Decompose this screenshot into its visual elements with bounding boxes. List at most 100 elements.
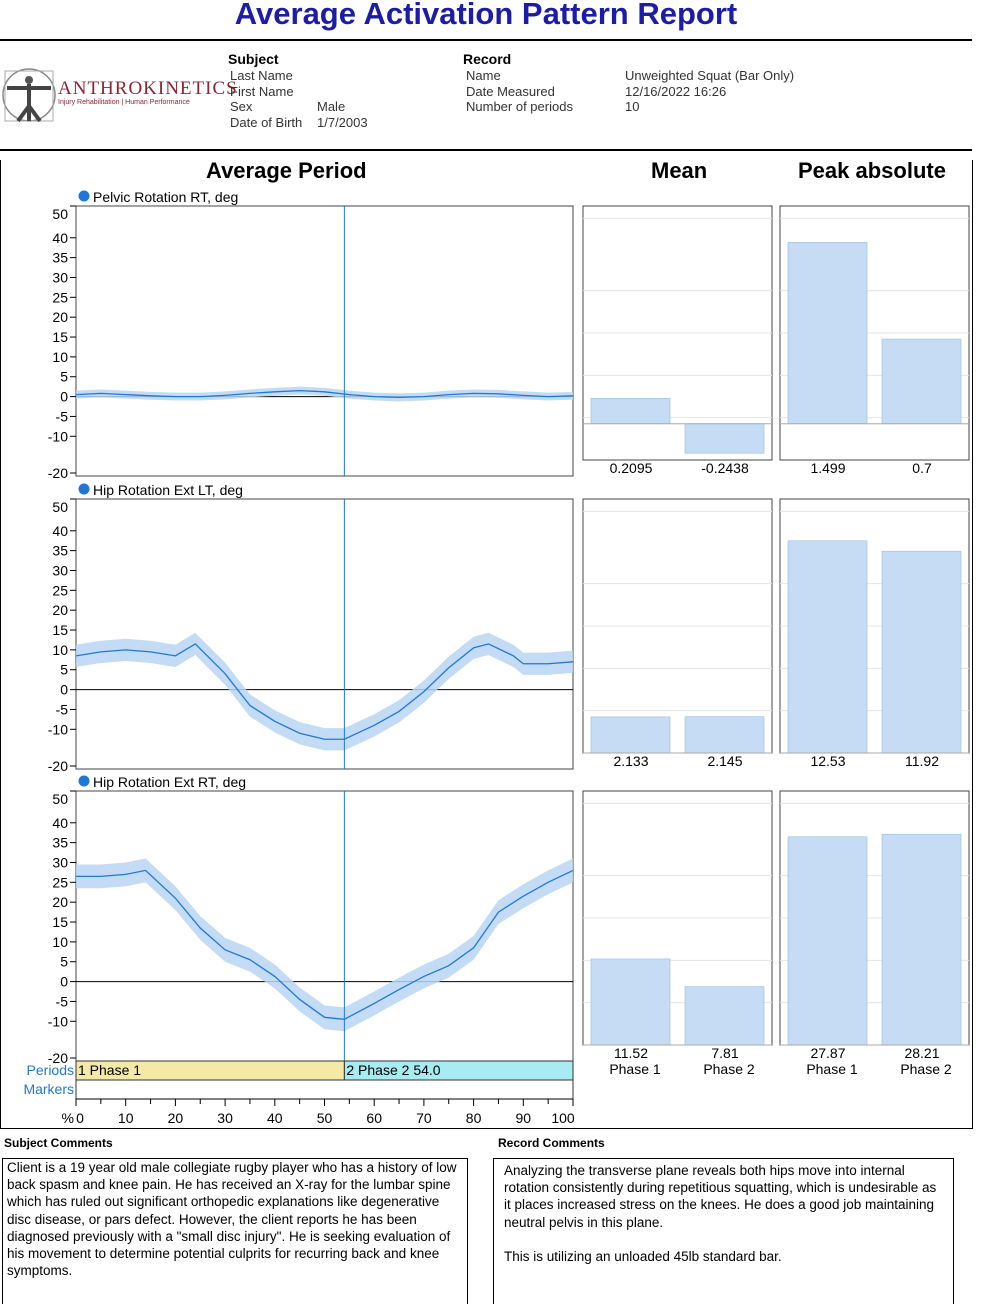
- peak-value-label: 12.53: [810, 753, 845, 769]
- mean-value-label: -0.2438: [701, 460, 749, 476]
- y-tick-label: -20: [48, 758, 68, 774]
- charts-frame: [0, 160, 973, 1129]
- record-labels: Name Date Measured Number of periods: [466, 68, 573, 115]
- label-record-name: Name: [466, 68, 501, 83]
- y-tick-label: 40: [52, 523, 68, 539]
- legend-dot-icon: [78, 483, 90, 495]
- record-comments-box: Analyzing the transverse plane reveals b…: [493, 1158, 954, 1304]
- y-tick-label: -10: [48, 721, 68, 737]
- x-unit-label: %: [62, 1110, 74, 1126]
- y-tick-label: 35: [52, 835, 68, 851]
- logo-name: ANTHROKINETICS: [58, 78, 238, 99]
- std-band: [76, 632, 573, 751]
- markers-row: [75, 1079, 574, 1100]
- phase2-bar-label: 2 Phase 2 54.0: [346, 1062, 440, 1078]
- x-tick-label: 40: [267, 1110, 283, 1126]
- x-tick-label: 70: [416, 1110, 432, 1126]
- y-tick-label: -5: [56, 408, 69, 424]
- x-tick-label: 20: [168, 1110, 184, 1126]
- divider: [0, 149, 972, 151]
- y-tick-label: -5: [56, 701, 69, 717]
- y-tick-label: -5: [56, 993, 69, 1009]
- mean-bar: [684, 986, 765, 1046]
- subject-comments-box: Client is a 19 year old male collegiate …: [2, 1158, 468, 1304]
- peak-bar: [881, 338, 962, 425]
- markers-label: Markers: [23, 1081, 74, 1097]
- peak-bar: [881, 833, 962, 1046]
- mean-value-label: 2.133: [613, 753, 648, 769]
- value-sex: Male: [317, 99, 346, 114]
- mean-value-label: 11.52: [614, 1045, 648, 1061]
- x-tick-label: 90: [516, 1110, 532, 1126]
- section-peak: Peak absolute: [798, 158, 946, 183]
- y-tick-label: 25: [52, 874, 68, 890]
- divider: [0, 39, 972, 41]
- y-tick-label: 15: [52, 329, 68, 345]
- y-tick-label: 15: [52, 622, 68, 638]
- legend-label: Hip Rotation Ext LT, deg: [93, 482, 243, 498]
- y-tick-label: 50: [52, 791, 68, 807]
- x-tick-label: 80: [466, 1110, 482, 1126]
- y-tick-label: 35: [52, 543, 68, 559]
- x-tick-label: 30: [217, 1110, 233, 1126]
- y-tick-label: 0: [60, 974, 68, 990]
- mean-curve: [75, 389, 574, 399]
- std-band: [76, 858, 573, 1032]
- y-tick-label: 5: [60, 369, 68, 385]
- y-tick-label: 50: [52, 206, 68, 222]
- mean-bar: [684, 423, 765, 454]
- mean-bar: [590, 398, 671, 425]
- subject-heading: Subject: [228, 51, 279, 67]
- mean-value-label: 7.81: [711, 1045, 738, 1061]
- y-tick-label: 0: [60, 389, 68, 405]
- periods-label: Periods: [27, 1062, 74, 1078]
- peak-bar: [787, 242, 868, 425]
- value-date-measured: 12/16/2022 16:26: [625, 83, 727, 99]
- subject-comments-heading: Subject Comments: [4, 1136, 113, 1150]
- y-tick-label: 10: [52, 934, 68, 950]
- label-dob: Date of Birth: [230, 114, 303, 130]
- section-mean: Mean: [651, 158, 708, 183]
- y-tick-label: 5: [60, 662, 68, 678]
- subject-labels: Last Name First Name Sex Date of Birth: [230, 68, 302, 130]
- y-tick-label: 50: [52, 499, 68, 515]
- phase-label: Phase 1: [609, 1061, 661, 1077]
- peak-value-label: 0.7: [912, 460, 932, 476]
- label-first-name: First Name: [230, 83, 294, 99]
- phase-label: Phase 1: [806, 1061, 858, 1077]
- record-heading: Record: [463, 51, 512, 67]
- peak-value-label: 28.21: [904, 1045, 939, 1061]
- y-tick-label: -10: [48, 1013, 68, 1029]
- record-values: Unweighted Squat (Bar Only) 12/16/2022 1…: [625, 68, 794, 115]
- value-record-name: Unweighted Squat (Bar Only): [625, 68, 795, 83]
- value-num-periods: 10: [625, 99, 640, 114]
- legend-dot-icon: [78, 775, 90, 787]
- phase-label: Phase 2: [703, 1061, 755, 1077]
- y-tick-label: -10: [48, 428, 68, 444]
- y-tick-label: 40: [52, 815, 68, 831]
- y-tick-label: 20: [52, 894, 68, 910]
- phase-label: Phase 2: [900, 1061, 952, 1077]
- mean-bar: [590, 716, 671, 754]
- y-tick-label: 10: [52, 349, 68, 365]
- label-sex: Sex: [230, 99, 253, 114]
- peak-value-label: 1.499: [810, 460, 845, 476]
- y-tick-label: 0: [60, 682, 68, 698]
- x-tick-label: 0: [76, 1110, 84, 1126]
- record-comments-heading: Record Comments: [498, 1136, 605, 1150]
- x-tick-label: 100: [551, 1110, 575, 1126]
- y-tick-label: 20: [52, 602, 68, 618]
- mean-bar: [590, 958, 671, 1046]
- y-tick-label: 20: [52, 309, 68, 325]
- legend-dot-icon: [78, 190, 90, 202]
- y-tick-label: 30: [52, 562, 68, 578]
- x-tick-label: 50: [317, 1110, 333, 1126]
- peak-bar: [787, 540, 868, 754]
- y-tick-label: 15: [52, 914, 68, 930]
- charts-svg: Pelvic Rotation RT, deg50403530252015105…: [23, 189, 970, 1126]
- peak-bar: [881, 550, 962, 754]
- label-date-measured: Date Measured: [466, 83, 555, 99]
- plot-area: [75, 205, 574, 477]
- record-comment-paragraph: Analyzing the transverse plane reveals b…: [504, 1163, 937, 1230]
